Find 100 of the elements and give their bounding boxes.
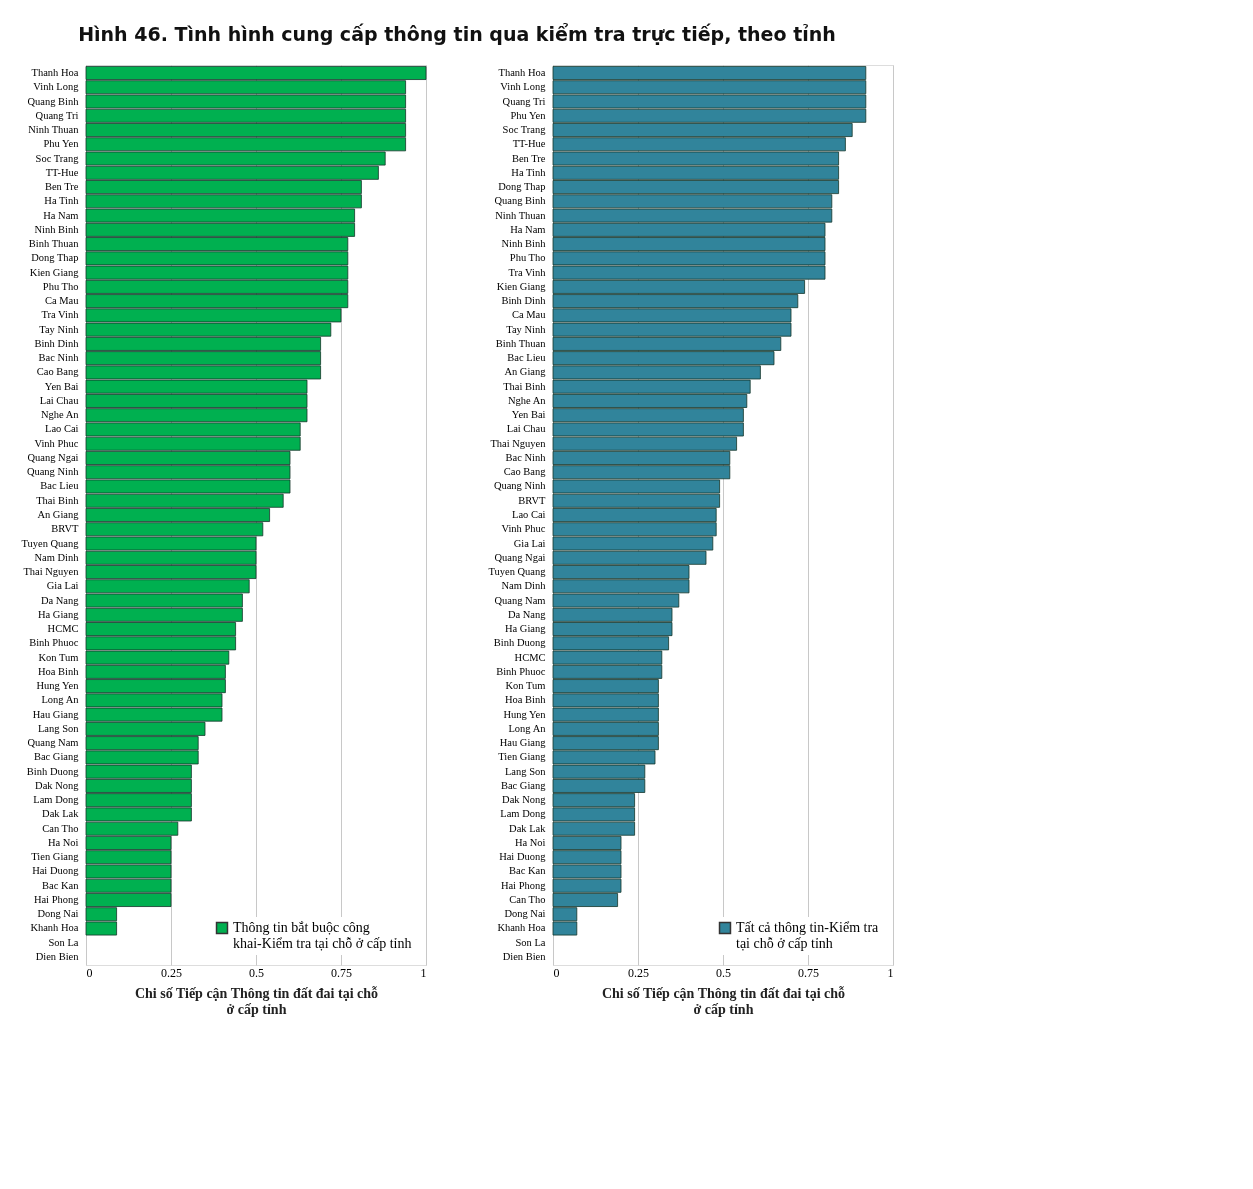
y-tick-label: Tien Giang — [498, 751, 547, 763]
y-tick-label: Quang Ninh — [493, 480, 547, 492]
y-tick-label: Quang Nam — [494, 594, 546, 606]
y-tick-label: Soc Trang — [35, 152, 80, 164]
y-tick-label: Cao Bang — [503, 466, 547, 478]
y-tick-label: Khanh Hoa — [497, 922, 546, 934]
y-tick-label: TT-Hue — [512, 138, 546, 150]
y-tick-label: Binh Dinh — [501, 295, 547, 307]
x-tick-label: 0 — [86, 965, 93, 980]
y-tick-label: Da Nang — [507, 608, 547, 620]
y-tick-label: TT-Hue — [45, 166, 79, 178]
y-tick-label: Ha Nam — [43, 209, 79, 221]
y-tick-label: Yen Bai — [511, 409, 546, 421]
y-tick-label: Ninh Thuan — [495, 209, 547, 221]
y-tick-label: Nam Dinh — [34, 551, 80, 563]
y-tick-label: Quang Tri — [35, 109, 79, 121]
y-tick-label: Da Nang — [40, 594, 80, 606]
y-tick-label: HCMC — [514, 651, 546, 663]
x-axis-title: Chi số Tiếp cận Thông tin đất đai tại chỗ ở cấp tỉnh — [601, 985, 846, 1017]
y-tick-label: Dong Nai — [504, 908, 546, 920]
x-tick-label: 0.5 — [716, 965, 731, 980]
y-tick-label: Phu Tho — [509, 252, 546, 264]
y-tick-label: Nghe An — [40, 409, 80, 421]
y-tick-label: Ben Tre — [44, 181, 79, 193]
y-tick-label: Dak Lak — [42, 808, 80, 820]
x-tick-label: 0.5 — [249, 965, 264, 980]
y-tick-label: Bac Ninh — [505, 451, 547, 463]
y-tick-label: Binh Phuoc — [496, 665, 546, 677]
x-tick-label: 0.75 — [798, 965, 819, 980]
y-tick-label: Phu Yen — [510, 109, 547, 121]
y-tick-label: Thai Nguyen — [23, 566, 80, 578]
y-tick-label: Ca Mau — [511, 309, 547, 321]
y-tick-label: Nam Dinh — [501, 580, 547, 592]
y-tick-label: Thanh Hoa — [498, 66, 546, 78]
y-tick-label: Vinh Long — [33, 81, 80, 93]
y-tick-label: Tuyen Quang — [488, 566, 547, 578]
x-axis-title: Chi số Tiếp cận Thông tin đất đai tại chỗ ở cấp tỉnh — [134, 985, 379, 1017]
y-tick-label: Son La — [515, 936, 546, 948]
y-tick-label: Quang Binh — [494, 195, 547, 207]
y-tick-label: Ben Tre — [511, 152, 546, 164]
y-tick-label: Ninh Thuan — [28, 124, 80, 136]
y-tick-label: Dak Lak — [509, 822, 547, 834]
y-tick-label: Dien Bien — [502, 951, 547, 963]
y-tick-label: An Giang — [37, 509, 80, 520]
y-tick-label: Phu Yen — [43, 138, 80, 150]
y-tick-label: Hai Phong — [33, 893, 80, 905]
y-tick-label: Phu Tho — [42, 280, 79, 292]
y-tick-label: Hung Yen — [36, 680, 80, 692]
legend-label: Tất cả thông tin-Kiểm tra tại chỗ ở cấp tỉnh — [736, 920, 880, 951]
y-tick-label: Hai Duong — [499, 851, 547, 863]
y-tick-label: Tay Ninh — [506, 323, 547, 335]
y-tick-label: Son La — [48, 936, 79, 948]
y-tick-label: Hau Giang — [32, 708, 80, 720]
y-tick-label: Binh Duong — [26, 765, 80, 777]
y-tick-label: Ha Giang — [504, 623, 547, 635]
y-tick-label: Vinh Phuc — [501, 523, 546, 535]
y-tick-label: Kon Tum — [505, 680, 546, 692]
y-tick-label: Dong Thap — [498, 181, 546, 193]
y-tick-label: Gia Lai — [513, 537, 546, 549]
y-tick-label: Binh Duong — [493, 637, 547, 649]
y-tick-label: Bac Kan — [509, 865, 547, 877]
y-tick-label: Bac Giang — [500, 779, 547, 791]
x-tick-label: 1 — [887, 965, 894, 980]
y-tick-label: Can Tho — [42, 822, 79, 834]
y-tick-label: Thanh Hoa — [31, 66, 79, 78]
x-tick-label: 0 — [553, 965, 560, 980]
y-tick-label: Dien Bien — [35, 951, 80, 963]
y-tick-label: Tien Giang — [31, 851, 80, 863]
y-tick-label: Dak Nong — [502, 794, 547, 806]
y-tick-label: Binh Phuoc — [29, 637, 79, 649]
y-tick-label: Binh Thuan — [28, 238, 80, 250]
y-tick-label: Quang Ngai — [494, 551, 546, 563]
y-tick-label: Lai Chau — [506, 423, 547, 435]
y-tick-label: Tuyen Quang — [21, 537, 80, 549]
y-tick-label: Vinh Long — [500, 81, 547, 93]
y-tick-label: Quang Binh — [27, 95, 80, 107]
y-tick-label: Ninh Binh — [34, 223, 80, 235]
y-tick-label: Bac Lieu — [507, 352, 547, 364]
y-tick-label: Hung Yen — [503, 708, 547, 720]
y-tick-label: Yen Bai — [44, 380, 79, 392]
y-tick-label: Thai Nguyen — [490, 437, 547, 449]
y-tick-label: Bac Ninh — [38, 352, 80, 364]
x-tick-label: 0.75 — [331, 965, 352, 980]
y-tick-label: Lao Cai — [44, 423, 79, 435]
y-tick-label: Quang Ngai — [27, 451, 79, 463]
y-tick-label: Tra Vinh — [508, 266, 547, 278]
y-tick-label: Lao Cai — [511, 509, 546, 520]
y-tick-label: Lai Chau — [39, 394, 80, 406]
y-tick-label: Tra Vinh — [41, 309, 80, 321]
y-tick-label: Ninh Binh — [501, 238, 547, 250]
y-tick-label: Tay Ninh — [39, 323, 80, 335]
y-tick-label: Hai Duong — [32, 865, 80, 877]
y-tick-label: Bac Lieu — [40, 480, 80, 492]
chart-title: Hình 46. Tình hình cung cấp thông tin qua kiểm tra trực tiếp, theo tỉnh — [78, 22, 836, 45]
y-tick-label: Quang Tri — [502, 95, 546, 107]
y-tick-label: Kien Giang — [29, 266, 80, 278]
y-tick-label: BRVT — [51, 523, 80, 535]
y-tick-label: Ha Noi — [514, 836, 546, 848]
y-tick-label: Vinh Phuc — [34, 437, 79, 449]
y-tick-label: Gia Lai — [46, 580, 79, 592]
